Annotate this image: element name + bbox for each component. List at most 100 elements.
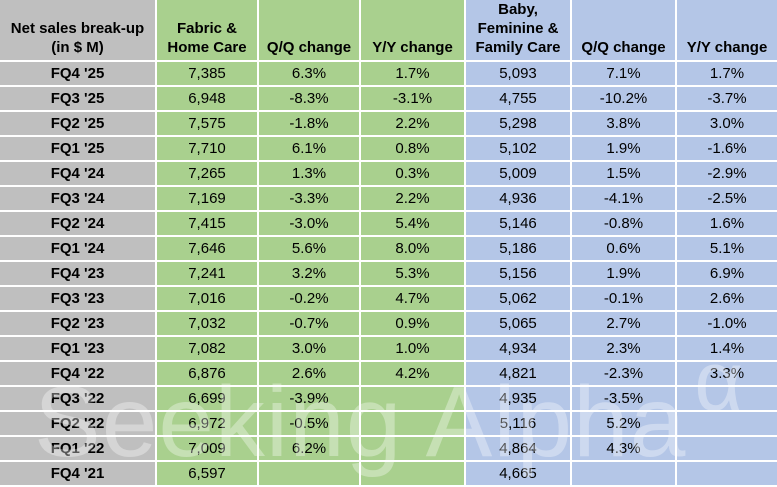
quarter-label-cell: FQ1 '23 — [0, 337, 157, 362]
table-row: FQ2 '24 7,415 -3.0% 5.4% 5,146 -0.8% 1.6… — [0, 212, 777, 237]
baby-qq-cell: 3.8% — [572, 112, 677, 137]
fabric-yy-cell: 4.7% — [361, 287, 466, 312]
fabric-sales-cell: 6,699 — [157, 387, 259, 412]
quarter-label-cell: FQ4 '22 — [0, 362, 157, 387]
fabric-yy-cell: 0.3% — [361, 162, 466, 187]
baby-sales-cell: 5,065 — [466, 312, 572, 337]
fabric-qq-cell: -3.3% — [259, 187, 361, 212]
fabric-qq-cell: 3.2% — [259, 262, 361, 287]
table-row: FQ2 '25 7,575 -1.8% 2.2% 5,298 3.8% 3.0% — [0, 112, 777, 137]
fabric-sales-cell: 7,009 — [157, 437, 259, 462]
baby-yy-cell — [677, 437, 777, 462]
quarter-label-cell: FQ2 '24 — [0, 212, 157, 237]
table-row: FQ2 '22 6,972 -0.5% 5,116 5.2% — [0, 412, 777, 437]
baby-yy-cell: -3.7% — [677, 87, 777, 112]
baby-sales-cell: 5,298 — [466, 112, 572, 137]
fabric-qq-cell: 6.2% — [259, 437, 361, 462]
fabric-yy-cell — [361, 387, 466, 412]
baby-sales-cell: 4,755 — [466, 87, 572, 112]
header-baby-feminine-family-care: Baby, Feminine & Family Care — [466, 0, 572, 62]
baby-qq-cell: 2.7% — [572, 312, 677, 337]
baby-yy-cell: 3.3% — [677, 362, 777, 387]
fabric-qq-cell: 6.3% — [259, 62, 361, 87]
fabric-yy-cell: 0.9% — [361, 312, 466, 337]
quarter-label-cell: FQ4 '25 — [0, 62, 157, 87]
fabric-sales-cell: 7,241 — [157, 262, 259, 287]
fabric-yy-cell: 2.2% — [361, 187, 466, 212]
fabric-qq-cell: 6.1% — [259, 137, 361, 162]
table-body: FQ4 '25 7,385 6.3% 1.7% 5,093 7.1% 1.7% … — [0, 62, 777, 487]
baby-yy-cell: -1.6% — [677, 137, 777, 162]
fabric-qq-cell: -0.5% — [259, 412, 361, 437]
quarter-label-cell: FQ2 '23 — [0, 312, 157, 337]
baby-sales-cell: 5,116 — [466, 412, 572, 437]
baby-sales-cell: 5,156 — [466, 262, 572, 287]
fabric-qq-cell: -3.0% — [259, 212, 361, 237]
fabric-sales-cell: 7,169 — [157, 187, 259, 212]
baby-qq-cell: -0.8% — [572, 212, 677, 237]
baby-qq-cell: -3.5% — [572, 387, 677, 412]
corner-header-net-sales: Net sales break-up (in $ M) — [0, 0, 157, 62]
fabric-sales-cell: 7,016 — [157, 287, 259, 312]
fabric-sales-cell: 7,710 — [157, 137, 259, 162]
baby-qq-cell: 1.9% — [572, 137, 677, 162]
baby-yy-cell: 1.6% — [677, 212, 777, 237]
fabric-yy-cell: 1.7% — [361, 62, 466, 87]
fabric-sales-cell: 7,646 — [157, 237, 259, 262]
header-row: Net sales break-up (in $ M) Fabric & Hom… — [0, 0, 777, 62]
fabric-sales-cell: 6,972 — [157, 412, 259, 437]
fabric-sales-cell: 7,385 — [157, 62, 259, 87]
baby-sales-cell: 4,934 — [466, 337, 572, 362]
baby-qq-cell: -10.2% — [572, 87, 677, 112]
table-row: FQ4 '25 7,385 6.3% 1.7% 5,093 7.1% 1.7% — [0, 62, 777, 87]
baby-sales-cell: 4,864 — [466, 437, 572, 462]
baby-yy-cell: 1.4% — [677, 337, 777, 362]
baby-qq-cell: 2.3% — [572, 337, 677, 362]
table-row: FQ3 '23 7,016 -0.2% 4.7% 5,062 -0.1% 2.6… — [0, 287, 777, 312]
baby-qq-cell: 0.6% — [572, 237, 677, 262]
baby-sales-cell: 5,186 — [466, 237, 572, 262]
fabric-yy-cell — [361, 412, 466, 437]
table-row: FQ3 '25 6,948 -8.3% -3.1% 4,755 -10.2% -… — [0, 87, 777, 112]
baby-yy-cell: 5.1% — [677, 237, 777, 262]
quarter-label-cell: FQ3 '25 — [0, 87, 157, 112]
fabric-qq-cell: 1.3% — [259, 162, 361, 187]
fabric-qq-cell: -3.9% — [259, 387, 361, 412]
baby-qq-cell: -0.1% — [572, 287, 677, 312]
header-fabric-home-care: Fabric & Home Care — [157, 0, 259, 62]
baby-yy-cell: 3.0% — [677, 112, 777, 137]
fabric-yy-cell: 5.3% — [361, 262, 466, 287]
header-fabric-qq-change: Q/Q change — [259, 0, 361, 62]
table-row: FQ4 '24 7,265 1.3% 0.3% 5,009 1.5% -2.9% — [0, 162, 777, 187]
quarter-label-cell: FQ2 '22 — [0, 412, 157, 437]
quarter-label-cell: FQ3 '24 — [0, 187, 157, 212]
baby-qq-cell: 1.9% — [572, 262, 677, 287]
baby-yy-cell: 6.9% — [677, 262, 777, 287]
baby-sales-cell: 5,009 — [466, 162, 572, 187]
fabric-qq-cell: 2.6% — [259, 362, 361, 387]
quarter-label-cell: FQ4 '23 — [0, 262, 157, 287]
baby-qq-cell: -4.1% — [572, 187, 677, 212]
fabric-sales-cell: 7,082 — [157, 337, 259, 362]
baby-qq-cell: -2.3% — [572, 362, 677, 387]
baby-sales-cell: 5,093 — [466, 62, 572, 87]
quarter-label-cell: FQ1 '25 — [0, 137, 157, 162]
fabric-sales-cell: 6,597 — [157, 462, 259, 487]
quarter-label-cell: FQ2 '25 — [0, 112, 157, 137]
fabric-qq-cell: -0.2% — [259, 287, 361, 312]
fabric-sales-cell: 7,575 — [157, 112, 259, 137]
header-baby-qq-change: Q/Q change — [572, 0, 677, 62]
baby-sales-cell: 5,062 — [466, 287, 572, 312]
fabric-qq-cell — [259, 462, 361, 487]
baby-yy-cell: -1.0% — [677, 312, 777, 337]
table-row: FQ1 '23 7,082 3.0% 1.0% 4,934 2.3% 1.4% — [0, 337, 777, 362]
fabric-sales-cell: 7,032 — [157, 312, 259, 337]
quarter-label-cell: FQ4 '24 — [0, 162, 157, 187]
baby-yy-cell — [677, 387, 777, 412]
header-baby-yy-change: Y/Y change — [677, 0, 777, 62]
fabric-sales-cell: 7,415 — [157, 212, 259, 237]
baby-qq-cell: 4.3% — [572, 437, 677, 462]
fabric-yy-cell — [361, 437, 466, 462]
